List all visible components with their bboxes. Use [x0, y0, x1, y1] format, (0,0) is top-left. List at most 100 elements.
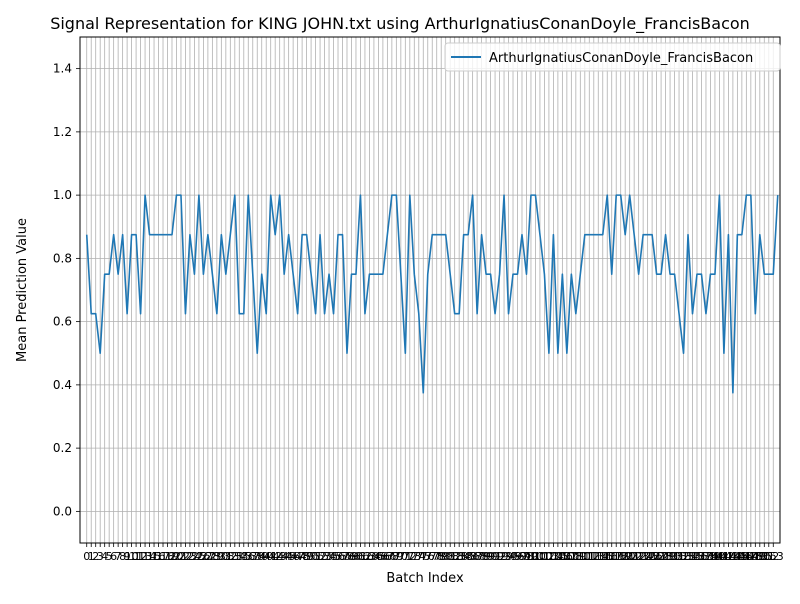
- x-tick-label: 38: [250, 550, 264, 563]
- x-tick-label: 141: [709, 550, 730, 563]
- x-tick-label: 70: [394, 550, 408, 563]
- x-tick-label: 118: [606, 550, 627, 563]
- x-tick-label: 124: [633, 550, 654, 563]
- x-tick-label: 104: [543, 550, 564, 563]
- x-tick-label: 50: [304, 550, 318, 563]
- x-tick-label: 131: [664, 550, 685, 563]
- x-tick-label: 49: [300, 550, 314, 563]
- x-tick-label: 57: [336, 550, 350, 563]
- x-tick-label: 35: [237, 550, 251, 563]
- y-tick-label: 0.2: [53, 441, 72, 455]
- x-tick-label: 74: [412, 550, 426, 563]
- x-tick-label: 14: [143, 550, 157, 563]
- x-tick-label: 82: [448, 550, 462, 563]
- x-tick-label: 72: [403, 550, 417, 563]
- x-tick-label: 44: [277, 550, 291, 563]
- x-tick-label: 110: [570, 550, 591, 563]
- x-tick-label: 46: [286, 550, 300, 563]
- x-gridlines: [86, 37, 774, 543]
- x-tick-label: 130: [660, 550, 681, 563]
- x-tick-label: 69: [389, 550, 403, 563]
- y-tick-label: 0.4: [53, 378, 72, 392]
- x-tick-label: 39: [255, 550, 269, 563]
- x-tick-label: 139: [700, 550, 721, 563]
- x-tick-label: 42: [268, 550, 282, 563]
- x-tick-label: 26: [196, 550, 210, 563]
- x-tick-label: 92: [493, 550, 507, 563]
- chart-title: Signal Representation for KING JOHN.txt …: [50, 14, 750, 34]
- plot-area-frame: [79, 36, 781, 544]
- x-tick-label: 3: [97, 550, 104, 563]
- x-tick-label: 137: [691, 550, 712, 563]
- x-tick-label: 66: [376, 550, 390, 563]
- x-tick-label: 80: [439, 550, 453, 563]
- x-axis-ticks: 0123456789101112131415161718192021222324…: [83, 543, 784, 563]
- x-tick-label: 100: [525, 550, 546, 563]
- x-tick-label: 112: [579, 550, 600, 563]
- x-tick-label: 31: [219, 550, 233, 563]
- x-tick-label: 142: [713, 550, 734, 563]
- x-tick-label: 147: [736, 550, 757, 563]
- x-tick-label: 91: [488, 550, 502, 563]
- x-tick-label: 71: [398, 550, 412, 563]
- x-tick-label: 126: [642, 550, 663, 563]
- x-tick-label: 77: [425, 550, 439, 563]
- x-tick-label: 122: [624, 550, 645, 563]
- x-tick-label: 109: [565, 550, 586, 563]
- x-tick-label: 102: [534, 550, 555, 563]
- x-tick-label: 93: [497, 550, 511, 563]
- x-tick-label: 107: [556, 550, 577, 563]
- x-tick-label: 81: [443, 550, 457, 563]
- x-tick-label: 68: [385, 550, 399, 563]
- x-tick-label: 43: [273, 550, 287, 563]
- x-tick-label: 52: [313, 550, 327, 563]
- x-tick-label: 58: [340, 550, 354, 563]
- x-tick-label: 146: [731, 550, 752, 563]
- x-tick-label: 22: [178, 550, 192, 563]
- x-tick-label: 117: [601, 550, 622, 563]
- x-tick-label: 140: [704, 550, 725, 563]
- x-tick-label: 67: [380, 550, 394, 563]
- x-tick-label: 41: [264, 550, 278, 563]
- x-tick-label: 10: [125, 550, 139, 563]
- x-tick-label: 79: [434, 550, 448, 563]
- x-tick-label: 30: [214, 550, 228, 563]
- x-tick-label: 29: [210, 550, 224, 563]
- x-tick-label: 64: [367, 550, 381, 563]
- x-tick-label: 2: [92, 550, 99, 563]
- x-axis-label: Batch Index: [386, 571, 464, 586]
- x-tick-label: 99: [524, 550, 538, 563]
- x-tick-label: 36: [241, 550, 255, 563]
- x-tick-label: 94: [502, 550, 516, 563]
- x-tick-label: 144: [722, 550, 743, 563]
- x-tick-label: 18: [161, 550, 175, 563]
- x-tick-label: 87: [470, 550, 484, 563]
- x-tick-label: 9: [124, 550, 131, 563]
- x-tick-label: 47: [291, 550, 305, 563]
- x-tick-label: 85: [461, 550, 475, 563]
- y-tick-label: 0.0: [53, 504, 72, 518]
- x-tick-label: 113: [583, 550, 604, 563]
- legend: ArthurIgnatiusConanDoyle_FrancisBacon: [444, 42, 781, 72]
- x-tick-label: 54: [322, 550, 336, 563]
- x-tick-label: 83: [452, 550, 466, 563]
- x-tick-label: 65: [371, 550, 385, 563]
- x-tick-label: 24: [187, 550, 201, 563]
- x-tick-label: 53: [318, 550, 332, 563]
- y-tick-label: 0.8: [53, 251, 72, 265]
- y-tick-label: 1.4: [53, 62, 72, 76]
- x-tick-label: 129: [655, 550, 676, 563]
- x-tick-label: 7: [115, 550, 122, 563]
- x-tick-label: 32: [223, 550, 237, 563]
- x-tick-label: 62: [358, 550, 372, 563]
- x-tick-label: 48: [295, 550, 309, 563]
- x-tick-label: 34: [232, 550, 246, 563]
- x-tick-label: 20: [169, 550, 183, 563]
- x-tick-label: 19: [165, 550, 179, 563]
- x-tick-label: 128: [651, 550, 672, 563]
- x-tick-label: 136: [686, 550, 707, 563]
- x-tick-label: 105: [547, 550, 568, 563]
- x-tick-label: 90: [484, 550, 498, 563]
- x-tick-label: 37: [246, 550, 260, 563]
